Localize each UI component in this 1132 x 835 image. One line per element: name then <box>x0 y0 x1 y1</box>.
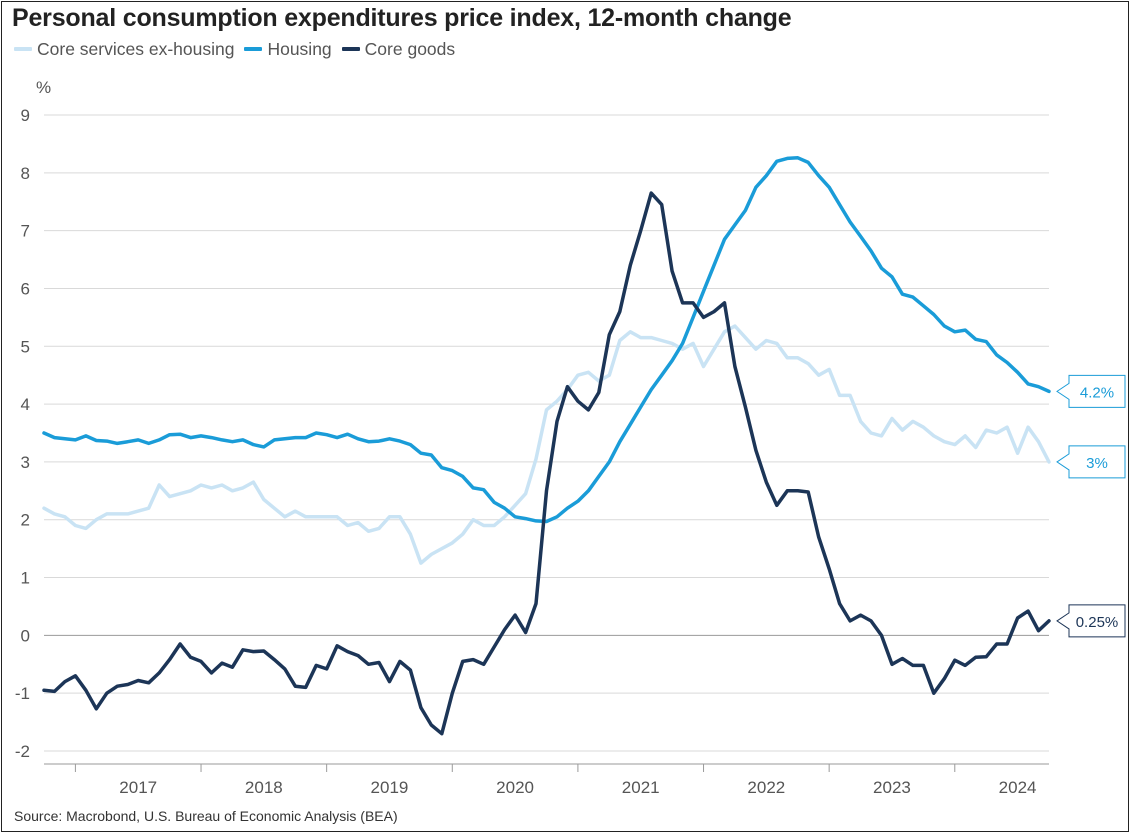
end-label-core-services-ex-housing: 3% <box>1086 455 1108 472</box>
x-tick-label: 2020 <box>496 778 534 797</box>
legend-label-core-services: Core services ex-housing <box>37 38 235 59</box>
end-label-box <box>1056 445 1126 479</box>
end-label-core-goods: 0.25% <box>1076 614 1119 631</box>
end-label-housing: 4.2% <box>1080 384 1114 401</box>
y-tick-label: -1 <box>15 684 30 703</box>
end-label-box <box>1056 374 1126 408</box>
series-line-housing <box>42 156 1051 524</box>
y-tick-label: 1 <box>21 569 30 588</box>
x-tick-label: 2023 <box>873 778 911 797</box>
chart-legend: Core services ex-housing Housing Core go… <box>14 38 465 60</box>
legend-swatch-core-goods <box>341 47 360 51</box>
source-note: Source: Macrobond, U.S. Bureau of Econom… <box>14 808 398 824</box>
end-label-box <box>1056 604 1126 638</box>
y-tick-label: 5 <box>21 337 30 356</box>
y-tick-label: 0 <box>21 626 30 645</box>
x-tick-label: 2024 <box>999 778 1037 797</box>
y-tick-label: 6 <box>21 279 30 298</box>
x-tick-label: 2017 <box>119 778 157 797</box>
legend-label-core-goods: Core goods <box>364 38 456 59</box>
chart-title: Personal consumption expenditures price … <box>12 4 792 32</box>
series-line-core-services-ex-housing <box>42 324 1051 565</box>
legend-item-core-goods: Core goods <box>341 38 456 60</box>
series-line-core-goods <box>42 191 1051 736</box>
y-tick-label: 4 <box>21 395 30 414</box>
legend-swatch-housing <box>244 47 263 51</box>
x-tick-label: 2021 <box>622 778 660 797</box>
y-tick-label: 2 <box>21 511 30 530</box>
y-tick-label: 9 <box>21 106 30 125</box>
x-tick-label: 2019 <box>371 778 409 797</box>
y-axis-unit: % <box>36 78 51 97</box>
legend-swatch-core-services <box>14 47 32 51</box>
y-tick-label: 8 <box>21 164 30 183</box>
x-tick-label: 2018 <box>245 778 283 797</box>
y-tick-label: -2 <box>15 742 30 761</box>
x-tick-label: 2022 <box>747 778 785 797</box>
legend-label-housing: Housing <box>267 38 332 59</box>
legend-item-housing: Housing <box>244 38 332 60</box>
y-tick-label: 7 <box>21 222 30 241</box>
y-tick-label: 3 <box>21 453 30 472</box>
legend-item-core-services: Core services ex-housing <box>14 39 234 60</box>
